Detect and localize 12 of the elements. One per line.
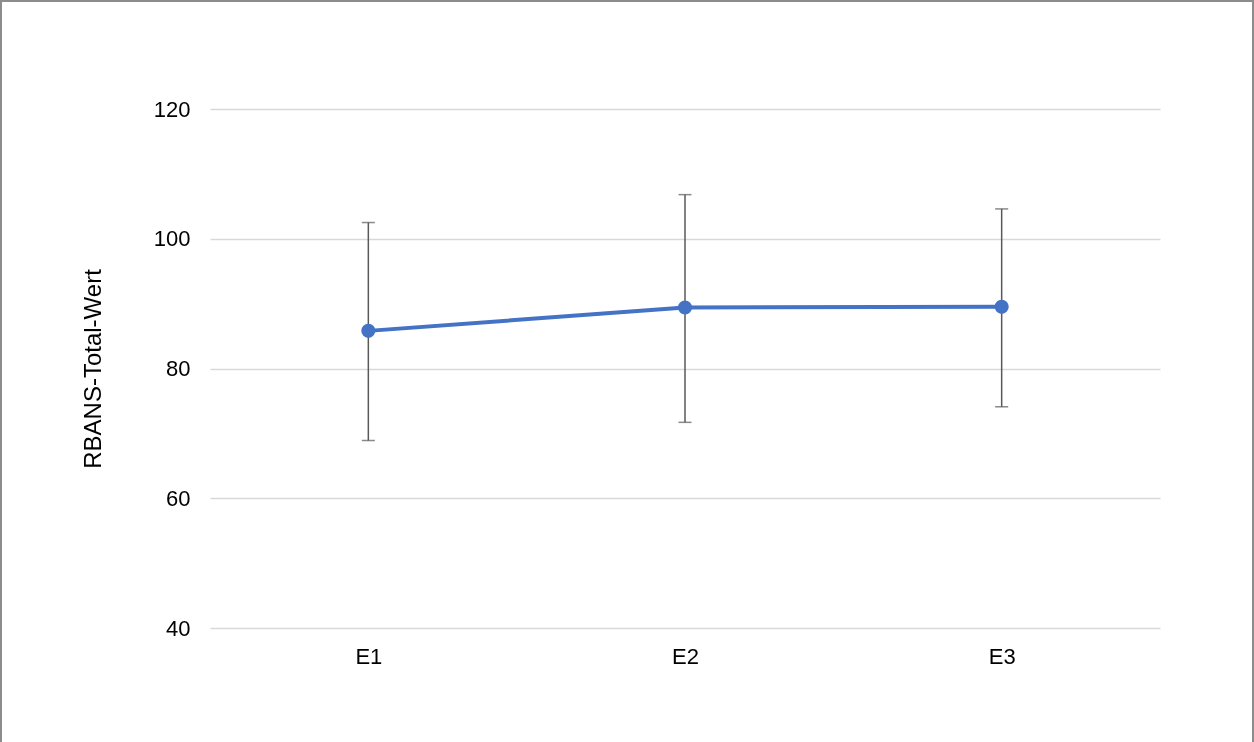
point — [361, 323, 376, 338]
y-tick-label: 80 — [166, 356, 191, 381]
y-tick-label: 100 — [153, 226, 191, 252]
point — [994, 299, 1009, 314]
y-tick-label: 40 — [166, 615, 191, 641]
x-tick-label: E2 — [672, 643, 699, 669]
x-tick-label: E1 — [355, 643, 383, 669]
x-tick-label: E3 — [988, 643, 1016, 669]
y-axis-title: RBANS-Total-Wert — [78, 268, 106, 469]
y-tick-label: 120 — [153, 96, 191, 122]
y-tick-label: 60 — [166, 485, 191, 511]
point — [677, 300, 693, 315]
